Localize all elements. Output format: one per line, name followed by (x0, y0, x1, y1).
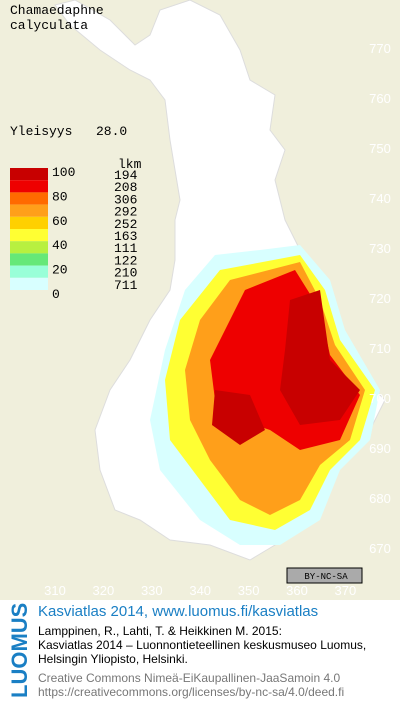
frequency-value: 28.0 (96, 124, 127, 139)
footer-bg (0, 600, 400, 702)
legend-count: 208 (114, 180, 137, 195)
y-grid-label: 710 (369, 341, 391, 356)
license: Creative Commons Nimeä-EiKaupallinen-Jaa… (38, 671, 340, 685)
y-grid-label: 770 (369, 41, 391, 56)
license: https://creativecommons.org/licenses/by-… (38, 685, 344, 699)
license-badge (286, 567, 363, 584)
legend-class: 100 (52, 165, 75, 180)
y-grid-label: 730 (369, 241, 391, 256)
citation: Helsingin Yliopisto, Helsinki. (38, 652, 188, 666)
x-grid-label: 340 (189, 583, 211, 598)
x-grid-label: 370 (335, 583, 357, 598)
brand: LUOMUS (7, 603, 32, 698)
y-grid-label: 700 (369, 391, 391, 406)
license-badge-text: BY-NC-SA (304, 572, 348, 582)
x-grid-label: 310 (44, 583, 66, 598)
legend-swatch (10, 277, 48, 290)
x-grid-label: 320 (93, 583, 115, 598)
legend-class: 20 (52, 263, 68, 278)
legend-swatch (10, 180, 48, 193)
x-grid-label: 360 (286, 583, 308, 598)
legend-count: 111 (114, 241, 138, 256)
y-grid-label: 680 (369, 491, 391, 506)
legend-swatch (10, 216, 48, 229)
headline: Kasviatlas 2014, www.luomus.fi/kasviatla… (38, 603, 318, 620)
legend-count: 210 (114, 266, 137, 281)
y-grid-label: 720 (369, 291, 391, 306)
legend-count: 306 (114, 192, 137, 207)
legend-class: 80 (52, 189, 68, 204)
x-grid-label: 350 (238, 583, 260, 598)
title: calyculata (10, 18, 88, 33)
citation: Kasviatlas 2014 – Luonnontieteellinen ke… (38, 638, 366, 652)
citation: Lamppinen, R., Lahti, T. & Heikkinen M. … (38, 624, 282, 638)
legend-count: 163 (114, 229, 137, 244)
legend-count: 711 (114, 278, 138, 293)
legend-swatch (10, 241, 48, 254)
y-grid-label: 760 (369, 91, 391, 106)
legend-swatch (10, 192, 48, 205)
legend-count: 122 (114, 253, 137, 268)
legend-count: 252 (114, 217, 137, 232)
count-header: lkm (118, 157, 142, 172)
frequency-label: Yleisyys (10, 124, 72, 139)
legend-count: 292 (114, 205, 137, 220)
y-grid-label: 750 (369, 141, 391, 156)
legend-swatch (10, 265, 48, 278)
title: Chamaedaphne (10, 3, 104, 18)
legend-swatch (10, 253, 48, 266)
legend-swatch (10, 229, 48, 242)
legend-class: 60 (52, 214, 68, 229)
distribution (150, 245, 380, 545)
legend-count: 194 (114, 168, 138, 183)
y-grid-label: 740 (369, 191, 391, 206)
legend-class: 0 (52, 287, 60, 302)
x-grid-label: 330 (141, 583, 163, 598)
legend-class: 40 (52, 238, 68, 253)
y-grid-label: 690 (369, 441, 391, 456)
legend-swatch (10, 204, 48, 217)
legend-swatch (10, 168, 48, 181)
y-grid-label: 670 (369, 541, 391, 556)
